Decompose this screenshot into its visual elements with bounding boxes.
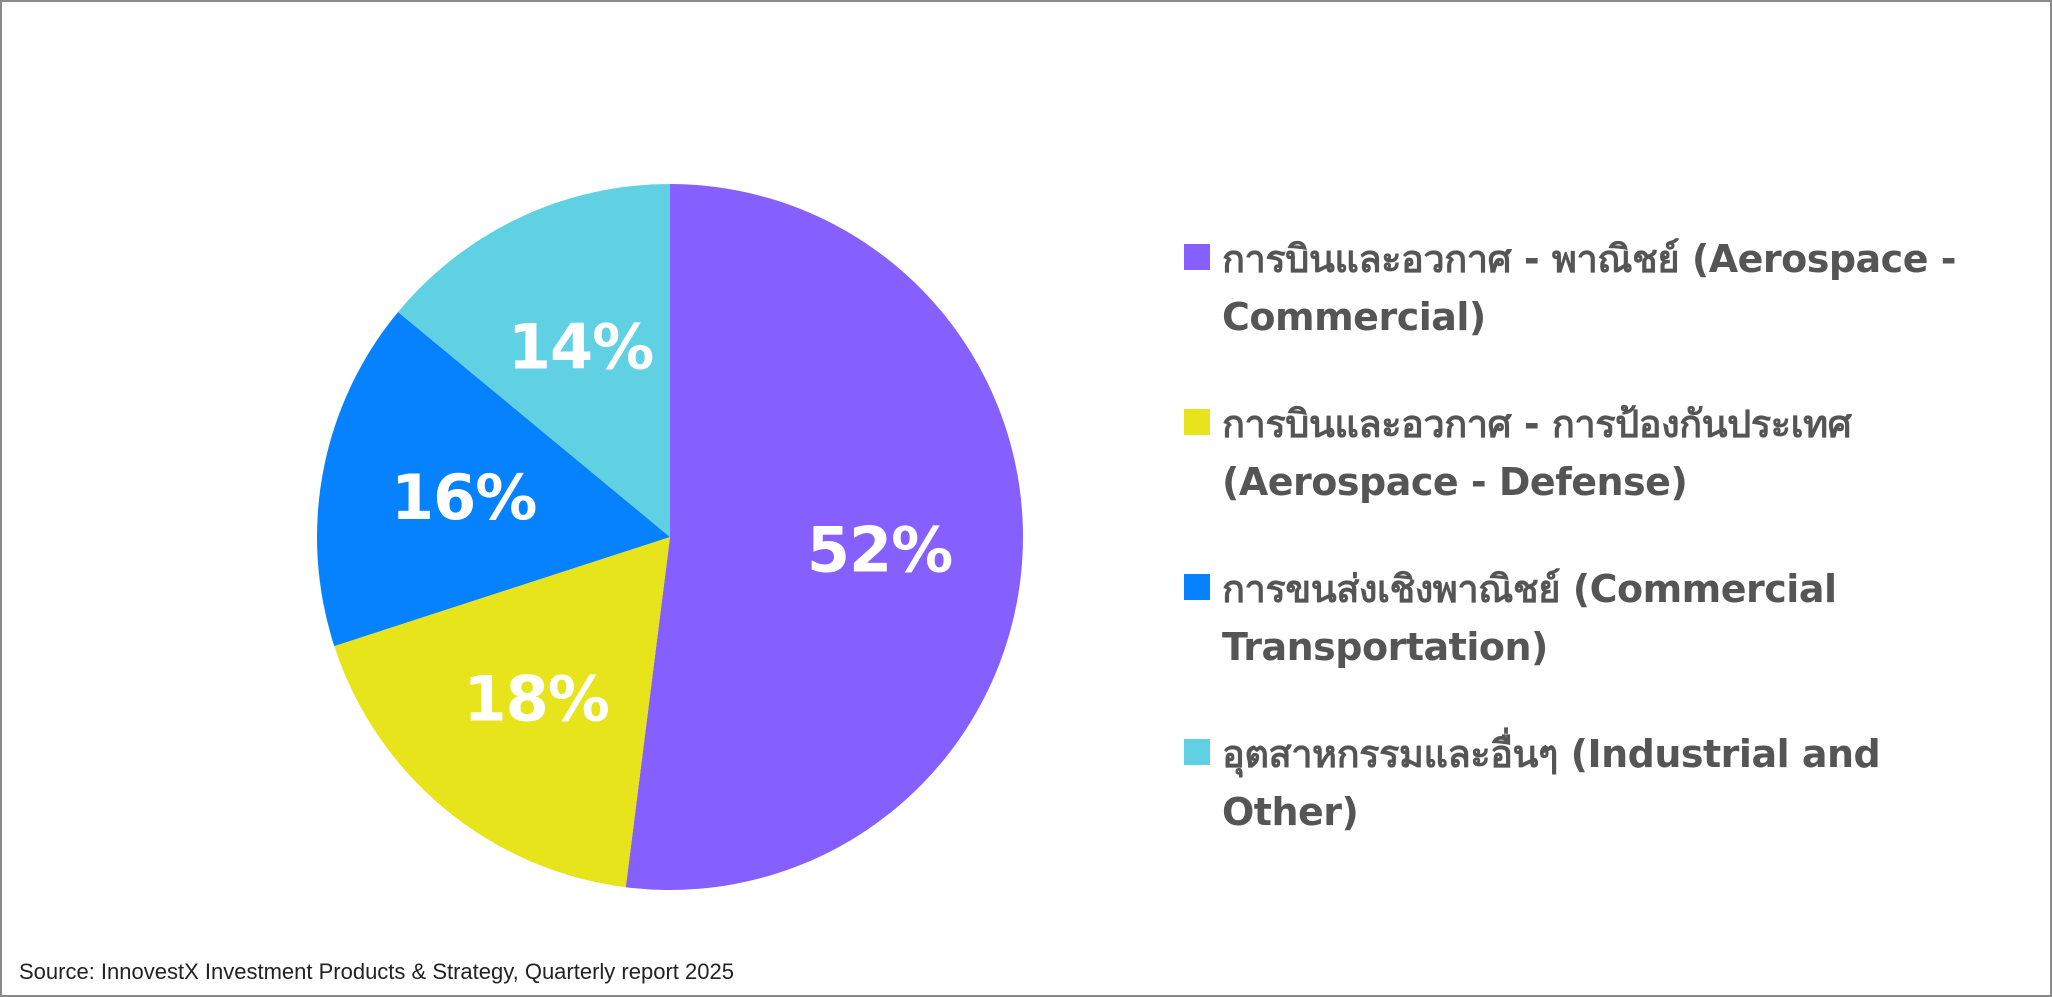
source-note: Source: InnovestX Investment Products & … xyxy=(19,959,734,984)
slice-label-commercial-transportation: 16% xyxy=(391,461,536,534)
slice-label-aerospace-defense: 18% xyxy=(463,662,608,735)
legend-label: อุตสาหกรรมและอื่นๆ (Industrial and Other… xyxy=(1222,732,1881,834)
legend-swatch-industrial-other xyxy=(1184,739,1210,765)
slice-label-aerospace-commercial: 52% xyxy=(807,514,952,587)
pie-slice-aerospace-defense xyxy=(334,537,670,888)
pie-slice-commercial-transportation xyxy=(317,311,670,647)
legend-label: การบินและอวกาศ - การป้องกันประเทศ (Aeros… xyxy=(1222,402,1852,504)
legend-swatch-aerospace-defense xyxy=(1184,409,1210,435)
legend-item-commercial-transportation: การขนส่งเชิงพาณิชย์ (Commercial Transpor… xyxy=(1184,560,2004,676)
legend-label: การบินและอวกาศ - พาณิชย์ (Aerospace - Co… xyxy=(1222,237,1956,339)
legend-label: การขนส่งเชิงพาณิชย์ (Commercial Transpor… xyxy=(1222,567,1837,669)
pie-slice-industrial-other xyxy=(398,184,670,537)
legend-item-industrial-other: อุตสาหกรรมและอื่นๆ (Industrial and Other… xyxy=(1184,725,2004,841)
legend-item-aerospace-defense: การบินและอวกาศ - การป้องกันประเทศ (Aeros… xyxy=(1184,395,2004,511)
legend-item-aerospace-commercial: การบินและอวกาศ - พาณิชย์ (Aerospace - Co… xyxy=(1184,230,2004,346)
legend-swatch-commercial-transportation xyxy=(1184,574,1210,600)
chart-legend: การบินและอวกาศ - พาณิชย์ (Aerospace - Co… xyxy=(1184,230,2004,890)
slice-label-industrial-other: 14% xyxy=(508,310,653,383)
pie-slice-aerospace-commercial xyxy=(625,184,1023,890)
legend-swatch-aerospace-commercial xyxy=(1184,244,1210,270)
